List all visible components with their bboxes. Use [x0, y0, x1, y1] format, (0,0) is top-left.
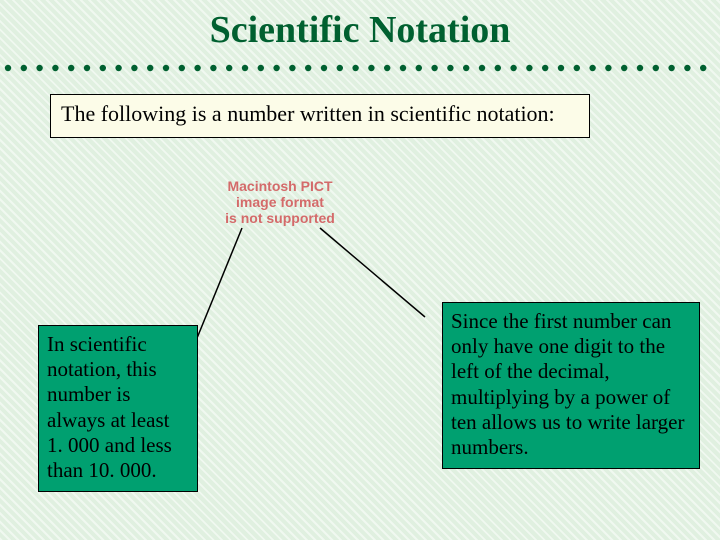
callout-right: Since the first number can only have one… [442, 302, 700, 469]
callout-right-text: Since the first number can only have one… [451, 309, 684, 459]
callout-left: In scientific notation, this number is a… [38, 325, 198, 492]
callout-left-text: In scientific notation, this number is a… [47, 332, 172, 482]
